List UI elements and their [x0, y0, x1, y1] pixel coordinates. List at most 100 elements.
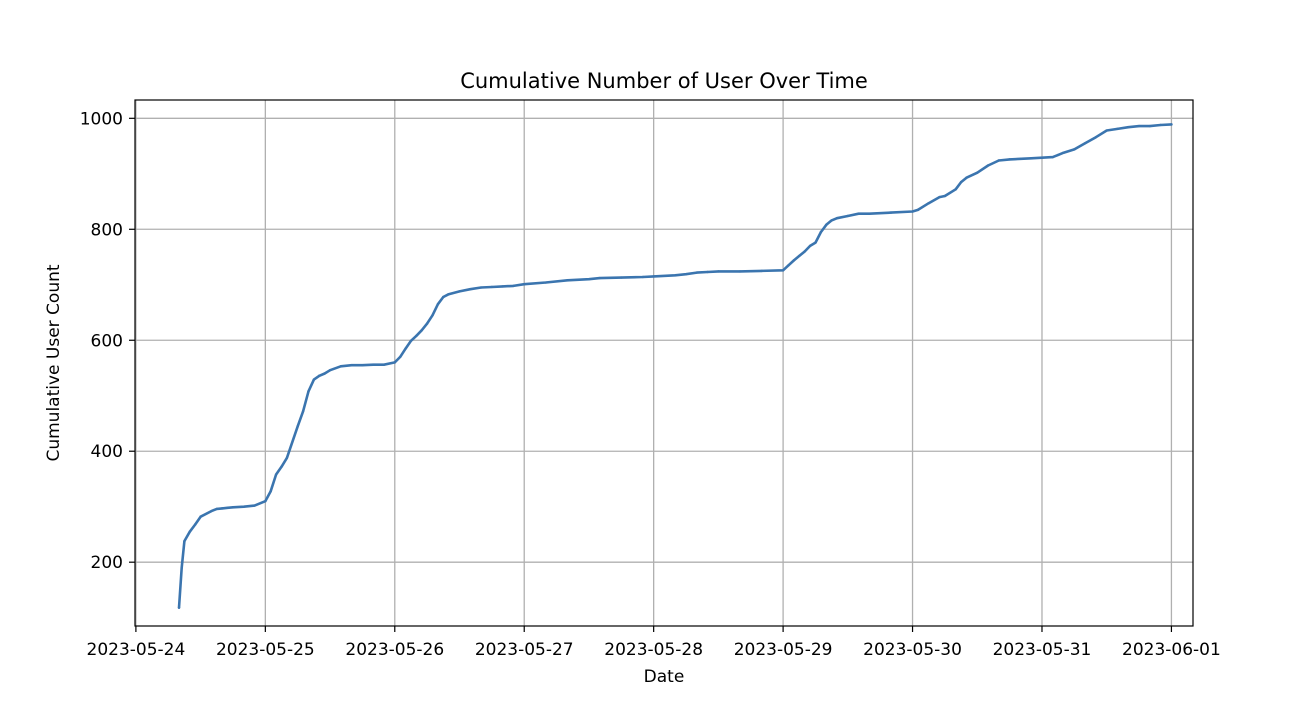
data-point	[760, 269, 763, 273]
data-point	[938, 195, 941, 199]
data-point	[372, 363, 375, 366]
data-point	[792, 259, 796, 262]
data-point	[180, 566, 183, 569]
data-point	[398, 355, 402, 359]
data-point	[382, 363, 386, 366]
data-point	[199, 515, 202, 518]
y-tick-label: 600	[91, 331, 123, 351]
data-point	[787, 264, 790, 267]
data-point	[927, 202, 930, 205]
data-point	[857, 212, 860, 215]
data-point	[194, 523, 197, 526]
y-tick-label: 200	[91, 553, 123, 573]
data-point	[361, 364, 364, 367]
x-tick-label: 2023-05-28	[604, 640, 703, 660]
chart-title: Cumulative Number of User Over Time	[460, 69, 868, 93]
data-point	[1062, 151, 1065, 154]
data-point	[1056, 153, 1060, 157]
data-point	[1051, 155, 1054, 159]
data-point	[916, 208, 920, 212]
x-axis-title: Date	[644, 667, 685, 687]
data-point	[312, 378, 316, 381]
data-point	[215, 507, 218, 511]
data-point	[301, 410, 305, 413]
data-point	[954, 188, 957, 191]
data-point	[997, 159, 1001, 162]
data-point	[409, 339, 413, 343]
plot-frame	[134, 99, 1194, 627]
data-point	[318, 374, 321, 377]
data-point	[442, 295, 445, 299]
data-point	[501, 285, 504, 288]
data-point	[641, 275, 645, 279]
data-point	[431, 314, 434, 317]
data-point	[846, 214, 850, 218]
data-point	[285, 456, 289, 460]
y-tick-label: 800	[91, 220, 123, 240]
data-point	[264, 499, 267, 503]
data-point	[819, 230, 823, 234]
data-point	[566, 279, 569, 282]
x-tick-label: 2023-05-26	[345, 640, 444, 660]
data-point	[674, 274, 677, 277]
data-point	[490, 285, 494, 289]
data-point	[652, 275, 655, 278]
data-point	[976, 171, 979, 174]
data-point	[274, 473, 278, 476]
data-point	[1127, 125, 1130, 129]
data-point	[458, 290, 461, 293]
grid	[135, 100, 1193, 626]
data-point	[706, 270, 709, 274]
data-point	[830, 219, 833, 222]
data-point	[339, 365, 343, 368]
data-point	[959, 180, 963, 184]
data-point	[253, 504, 256, 507]
data-point	[1137, 124, 1141, 128]
series-line	[177, 123, 1173, 610]
x-tick-label: 2023-06-01	[1122, 640, 1221, 660]
data-point	[825, 223, 828, 227]
data-point	[220, 507, 224, 510]
data-point	[1116, 127, 1119, 131]
data-point	[436, 302, 440, 306]
data-point	[425, 322, 429, 325]
data-point	[269, 489, 272, 493]
data-point	[307, 390, 310, 393]
data-point	[231, 506, 235, 509]
data-point	[587, 278, 591, 281]
data-point	[188, 530, 192, 533]
data-point	[469, 288, 472, 291]
ticks: 2023-05-24 2023-05-25 2023-05-26 2023-05-27…	[80, 109, 1221, 660]
data-point	[404, 347, 407, 350]
data-point	[1073, 148, 1076, 151]
data-point	[889, 211, 893, 214]
data-point	[738, 270, 742, 273]
data-point	[1008, 158, 1011, 161]
data-point	[808, 244, 812, 248]
data-point	[695, 271, 699, 274]
x-tick-label: 2023-05-30	[863, 640, 962, 660]
data-point	[1094, 135, 1098, 139]
data-point	[523, 283, 526, 286]
data-point	[544, 281, 547, 284]
data-point	[814, 241, 817, 244]
data-point	[1105, 129, 1108, 132]
data-point	[798, 254, 801, 258]
data-point	[479, 286, 483, 289]
y-tick-label: 400	[91, 442, 123, 462]
series-layer	[177, 123, 1173, 610]
data-point	[965, 176, 968, 179]
data-point	[328, 369, 332, 372]
data-point	[415, 334, 418, 338]
data-point	[447, 292, 450, 296]
data-point	[803, 250, 806, 253]
x-tick-label: 2023-05-24	[87, 640, 186, 660]
data-point	[280, 465, 283, 468]
data-point	[620, 276, 623, 279]
data-point	[393, 361, 396, 364]
data-point	[296, 425, 299, 428]
data-point	[177, 606, 181, 609]
data-point	[911, 210, 914, 213]
